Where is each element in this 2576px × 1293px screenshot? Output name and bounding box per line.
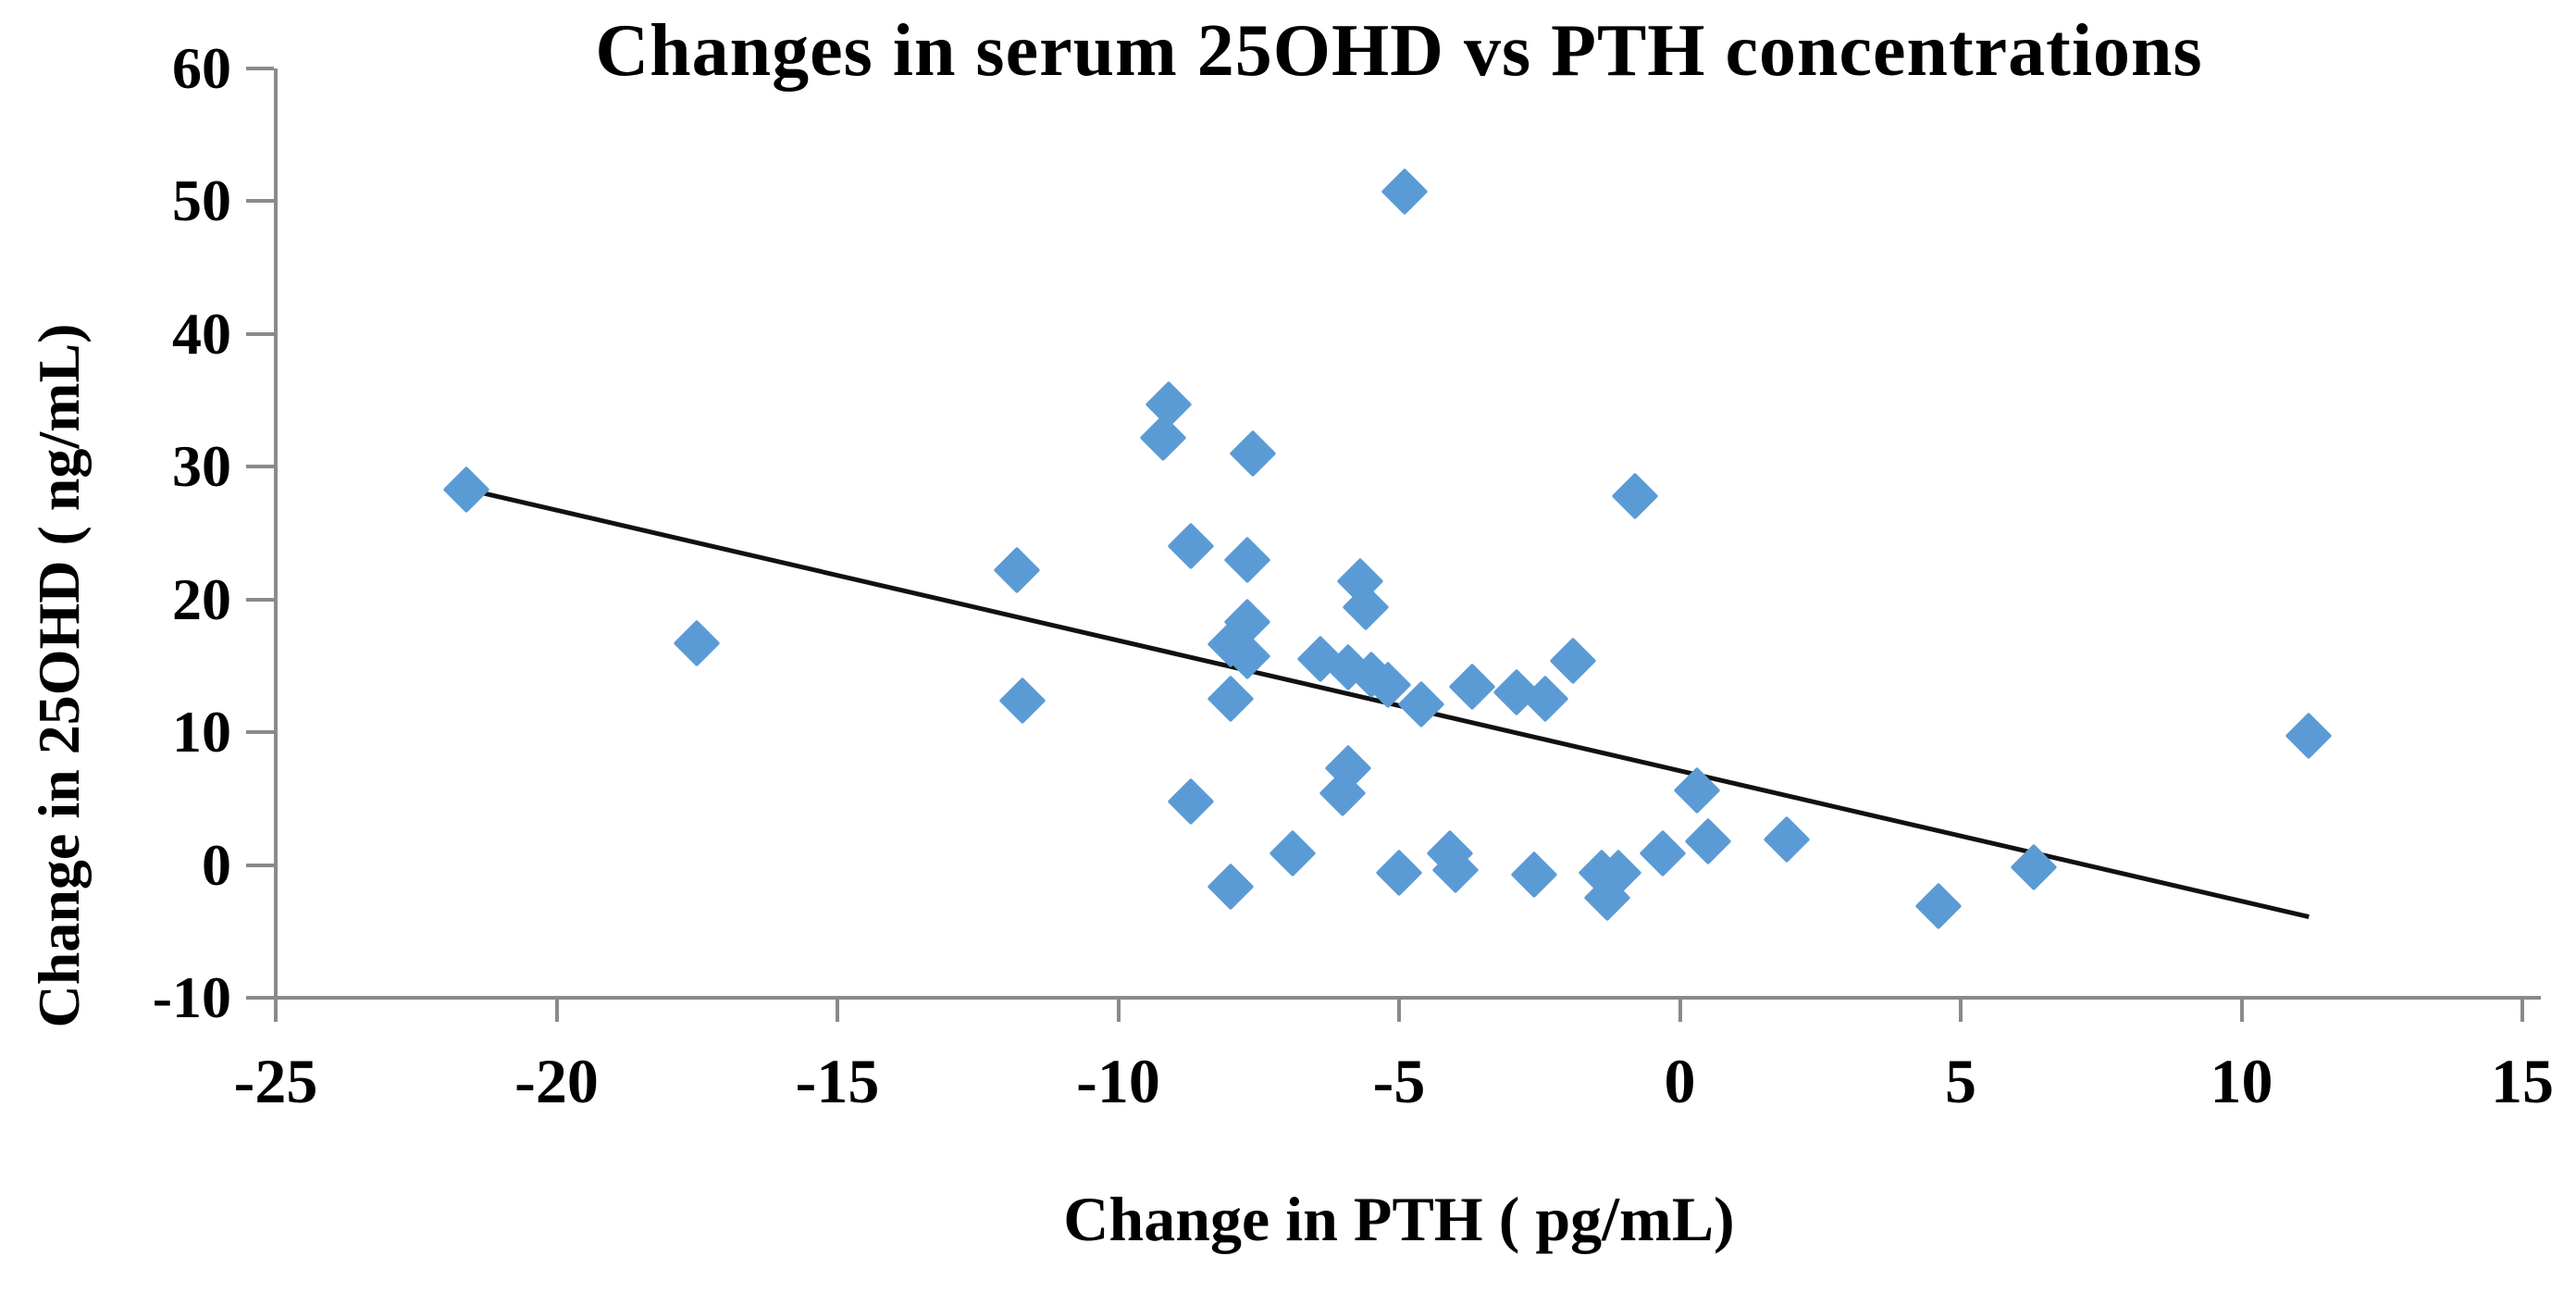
x-tick-label: -10 [1076, 1046, 1160, 1116]
y-tick-mark [246, 199, 274, 204]
y-tick-label: 40 [172, 300, 231, 367]
x-tick-mark [554, 998, 559, 1022]
data-point-marker [1207, 675, 1255, 723]
x-tick-mark [1397, 998, 1401, 1022]
data-point-marker [1167, 522, 1215, 570]
x-tick-label: 5 [1945, 1046, 1976, 1116]
data-point-marker [1269, 829, 1317, 877]
data-point-marker [1549, 637, 1597, 685]
y-axis-line [274, 68, 278, 998]
y-tick-label: 50 [172, 168, 231, 234]
data-point-marker [1223, 536, 1271, 584]
data-point-marker [1611, 472, 1659, 520]
x-tick-label: -25 [233, 1046, 318, 1116]
data-point-marker [1914, 882, 1963, 930]
data-point-marker [1448, 663, 1496, 711]
y-tick-label: 10 [172, 699, 231, 765]
x-tick-mark [274, 998, 278, 1022]
y-tick-label: 30 [172, 433, 231, 500]
x-tick-label: 10 [2210, 1046, 2273, 1116]
y-tick-mark [246, 67, 274, 70]
x-tick-label: -15 [795, 1046, 880, 1116]
x-axis-line [274, 996, 2541, 1000]
x-tick-label: -20 [514, 1046, 599, 1116]
y-tick-label: 60 [172, 35, 231, 101]
y-tick-mark [246, 597, 274, 602]
data-point-marker [1381, 168, 1429, 216]
data-point-marker [1139, 414, 1187, 462]
x-tick-mark [836, 998, 839, 1022]
y-tick-mark [246, 996, 274, 1000]
y-axis-title: Change in 25OHD ( ng/mL) [26, 323, 92, 1028]
x-tick-mark [1678, 998, 1682, 1022]
x-tick-mark [2520, 998, 2524, 1022]
x-tick-label: -5 [1372, 1046, 1426, 1116]
data-point-marker [1229, 429, 1277, 478]
x-tick-mark [1959, 998, 1963, 1022]
y-tick-mark [246, 331, 274, 336]
x-tick-label: 0 [1664, 1046, 1696, 1116]
data-point-marker [1673, 766, 1721, 814]
y-tick-label: 0 [202, 831, 231, 898]
chart-title: Changes in serum 25OHD vs PTH concentrat… [595, 10, 2203, 92]
data-point-marker [1207, 863, 1255, 910]
data-point-marker [1167, 777, 1215, 826]
data-point-marker [1510, 851, 1558, 899]
y-tick-label: -10 [152, 964, 231, 1030]
y-tick-mark [246, 863, 274, 867]
x-tick-label: 15 [2491, 1046, 2554, 1116]
data-point-marker [1375, 849, 1423, 897]
data-point-marker [993, 546, 1041, 594]
x-axis-title: Change in PTH ( pg/mL) [1063, 1184, 1735, 1254]
data-point-marker [1684, 817, 1732, 865]
y-tick-mark [246, 730, 274, 735]
data-point-marker [1639, 829, 1687, 877]
data-point-marker [1763, 815, 1811, 864]
x-tick-mark [1116, 998, 1121, 1022]
data-point-marker [442, 466, 490, 514]
data-point-marker [2285, 712, 2333, 760]
x-tick-mark [2239, 998, 2244, 1022]
y-tick-label: 20 [172, 566, 231, 632]
data-point-marker [998, 677, 1046, 725]
data-point-marker [673, 619, 721, 667]
data-point-marker [2010, 843, 2058, 891]
y-tick-mark [246, 465, 274, 469]
